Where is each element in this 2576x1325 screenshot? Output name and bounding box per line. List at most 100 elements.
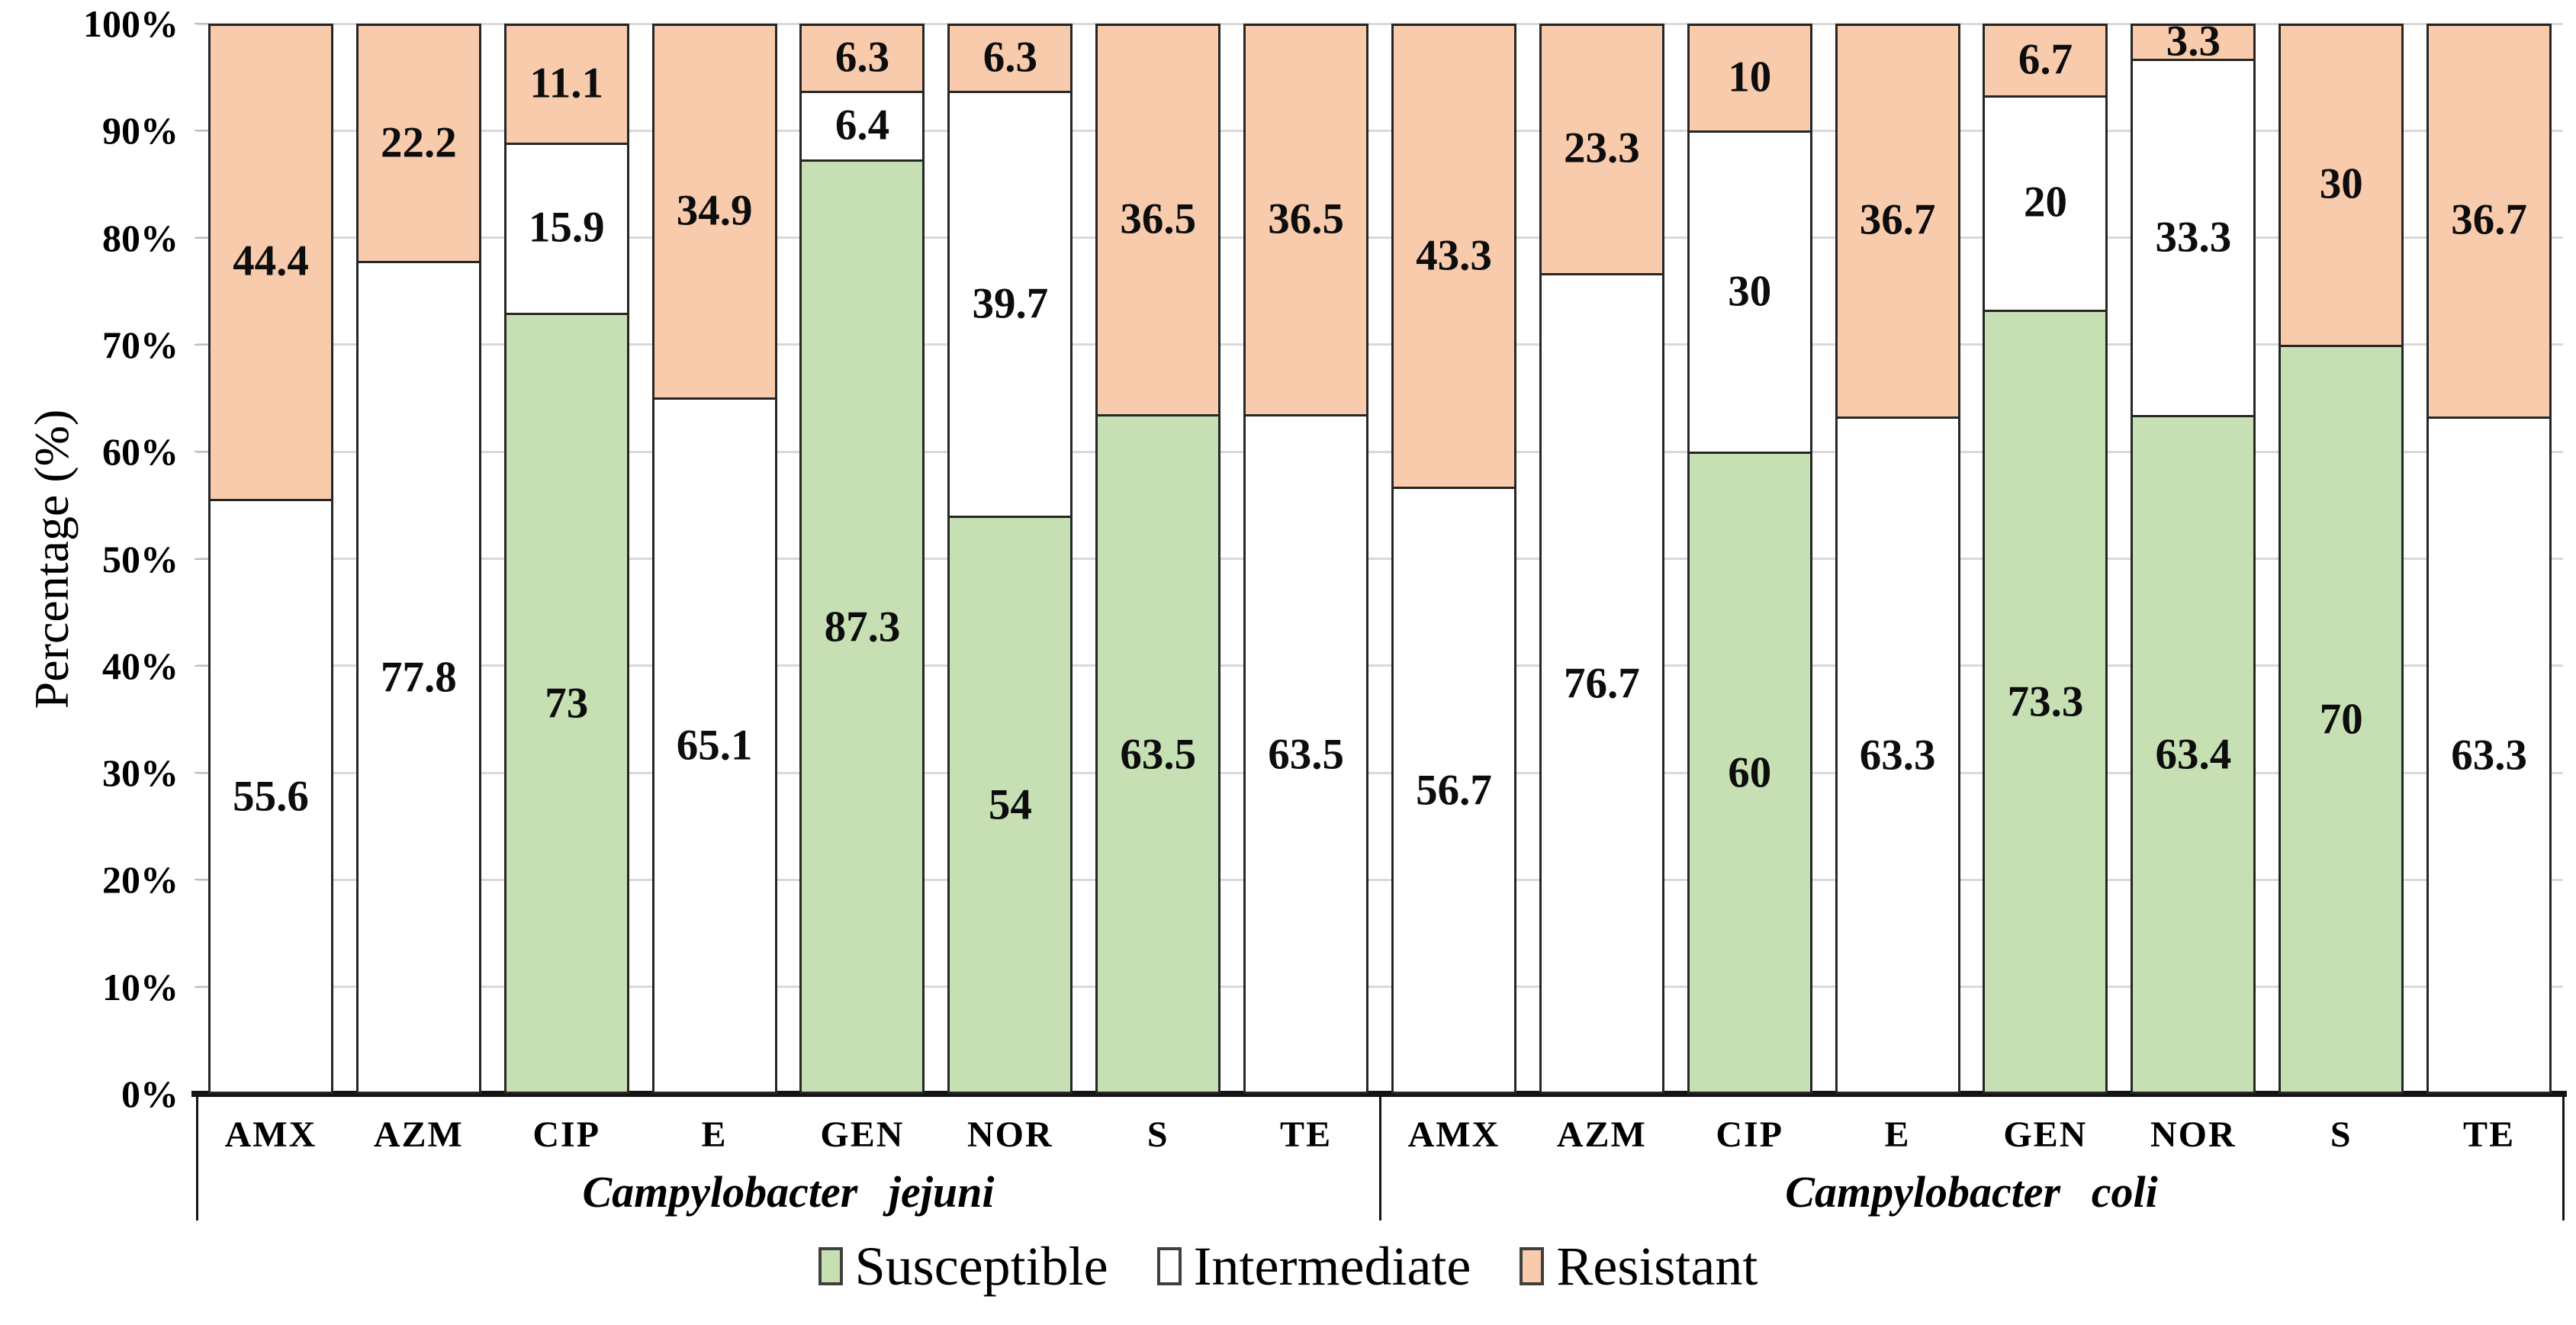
bar-value-label: 65.1 bbox=[676, 721, 753, 770]
gridline bbox=[197, 343, 2563, 346]
legend-swatch-intermediate-icon bbox=[1156, 1247, 1182, 1285]
y-tick-mark bbox=[195, 879, 208, 881]
bar-value-label: 10 bbox=[1728, 53, 1772, 101]
legend-item-susceptible: Susceptible bbox=[818, 1239, 1108, 1294]
gridline bbox=[197, 558, 2563, 560]
bar-value-label: 33.3 bbox=[2155, 213, 2232, 262]
gridline bbox=[197, 129, 2563, 132]
bar-segment-intermediate bbox=[2426, 416, 2552, 1094]
bar-value-label: 44.4 bbox=[233, 236, 309, 285]
gridline bbox=[197, 22, 2563, 25]
x-tick-label: CIP bbox=[532, 1114, 601, 1155]
bar-value-label: 36.5 bbox=[1120, 195, 1197, 243]
bar-segment-intermediate bbox=[799, 91, 925, 162]
bar-segment-resistant bbox=[2426, 24, 2552, 419]
bar-segment-susceptible bbox=[799, 159, 925, 1094]
bar-segment-resistant bbox=[1687, 24, 1812, 133]
bar-value-label: 63.5 bbox=[1120, 730, 1197, 779]
y-tick-mark bbox=[195, 986, 208, 988]
x-tick-label: GEN bbox=[820, 1114, 905, 1155]
x-tick-label: TE bbox=[1280, 1114, 1333, 1155]
bar-segment-resistant bbox=[947, 24, 1073, 94]
bar-value-label: 6.7 bbox=[2018, 35, 2073, 84]
bar-segment-susceptible bbox=[1095, 414, 1221, 1094]
y-tick-mark bbox=[195, 451, 208, 453]
bar-segment-resistant bbox=[1539, 24, 1664, 275]
bar-segment-resistant bbox=[2279, 24, 2404, 347]
bar-value-label: 43.3 bbox=[1416, 231, 1492, 280]
species-group-label: Campylobacter coli bbox=[1785, 1167, 2158, 1217]
category-divider bbox=[2562, 1094, 2565, 1220]
bar-value-label: 36.5 bbox=[1268, 195, 1344, 243]
bar-value-label: 56.7 bbox=[1416, 766, 1492, 815]
species-group-label: Campylobacter jejuni bbox=[582, 1167, 995, 1217]
y-tick-label: 100% bbox=[83, 2, 178, 45]
bar-segment-susceptible bbox=[503, 312, 629, 1094]
x-tick-label: CIP bbox=[1716, 1114, 1784, 1155]
bar-segment-intermediate bbox=[1687, 130, 1812, 455]
bar-segment-resistant bbox=[1391, 24, 1516, 490]
bar-segment-resistant bbox=[355, 24, 481, 264]
bar-value-label: 60 bbox=[1728, 748, 1772, 797]
y-tick-label: 90% bbox=[102, 109, 178, 153]
legend-item-intermediate: Intermediate bbox=[1156, 1236, 1471, 1297]
bar-value-label: 73 bbox=[545, 679, 589, 728]
bar-segment-resistant bbox=[651, 24, 777, 400]
bar-segment-intermediate bbox=[503, 142, 629, 315]
bar-value-label: 23.3 bbox=[1563, 124, 1640, 172]
bar-segment-susceptible bbox=[2279, 344, 2404, 1094]
bar-value-label: 63.3 bbox=[2451, 731, 2527, 780]
bar-segment-susceptible bbox=[947, 516, 1073, 1094]
bar-value-label: 20 bbox=[2023, 178, 2067, 227]
bar-value-label: 70 bbox=[2319, 695, 2363, 744]
gridline bbox=[197, 771, 2563, 774]
y-tick-mark bbox=[195, 343, 208, 346]
bar-segment-resistant bbox=[1095, 24, 1221, 417]
bar-segment-intermediate bbox=[355, 261, 481, 1094]
x-tick-label: TE bbox=[2463, 1114, 2516, 1155]
y-tick-label: 0% bbox=[121, 1073, 178, 1115]
y-tick-mark bbox=[195, 23, 208, 24]
bar-value-label: 73.3 bbox=[2007, 677, 2084, 726]
legend: Susceptible Intermediate Resistant bbox=[0, 1239, 2576, 1294]
category-divider bbox=[195, 1094, 198, 1220]
bar-value-label: 76.7 bbox=[1563, 659, 1640, 708]
legend-label: Intermediate bbox=[1193, 1236, 1471, 1297]
x-tick-label: NOR bbox=[2150, 1114, 2237, 1155]
bar-value-label: 6.3 bbox=[835, 33, 890, 82]
y-tick-label: 40% bbox=[102, 644, 178, 687]
bar-value-label: 15.9 bbox=[528, 203, 605, 252]
x-tick-label: GEN bbox=[2003, 1114, 2088, 1155]
y-tick-mark bbox=[195, 664, 208, 667]
bar-value-label: 39.7 bbox=[972, 279, 1049, 328]
bar-segment-susceptible bbox=[1983, 309, 2108, 1094]
x-tick-label: AZM bbox=[373, 1114, 464, 1155]
x-tick-label: NOR bbox=[966, 1114, 1053, 1155]
y-tick-label: 50% bbox=[102, 537, 178, 580]
bar-value-label: 63.5 bbox=[1268, 730, 1344, 779]
x-tick-label: S bbox=[1146, 1114, 1169, 1155]
y-tick-label: 80% bbox=[102, 216, 178, 259]
legend-swatch-susceptible-icon bbox=[818, 1247, 843, 1285]
bar-value-label: 63.3 bbox=[1859, 731, 1936, 780]
x-tick-label: S bbox=[2330, 1114, 2352, 1155]
bar-segment-intermediate bbox=[207, 498, 333, 1094]
y-tick-mark bbox=[195, 558, 208, 560]
y-tick-mark bbox=[195, 130, 208, 132]
bar-value-label: 34.9 bbox=[676, 186, 753, 235]
bar-segment-resistant bbox=[1983, 24, 2108, 98]
y-tick-label: 20% bbox=[102, 858, 178, 902]
y-tick-mark bbox=[195, 772, 208, 774]
bar-segment-intermediate bbox=[1391, 487, 1516, 1094]
bar-segment-resistant bbox=[1835, 24, 1960, 419]
bar-segment-resistant bbox=[1243, 24, 1369, 417]
legend-label: Susceptible bbox=[854, 1236, 1108, 1297]
legend-item-resistant: Resistant bbox=[1520, 1239, 1758, 1294]
y-tick-label: 70% bbox=[102, 323, 178, 366]
x-tick-label: E bbox=[701, 1114, 728, 1155]
gridline bbox=[197, 236, 2563, 240]
bar-segment-intermediate bbox=[1243, 414, 1369, 1094]
bar-segment-resistant bbox=[799, 24, 925, 94]
bar-value-label: 87.3 bbox=[824, 603, 901, 651]
